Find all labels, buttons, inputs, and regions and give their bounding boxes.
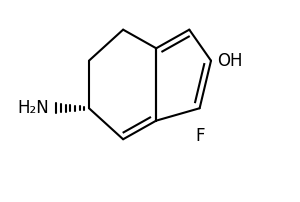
Text: H₂N: H₂N — [17, 99, 49, 117]
Text: OH: OH — [217, 52, 243, 70]
Text: F: F — [195, 127, 204, 145]
